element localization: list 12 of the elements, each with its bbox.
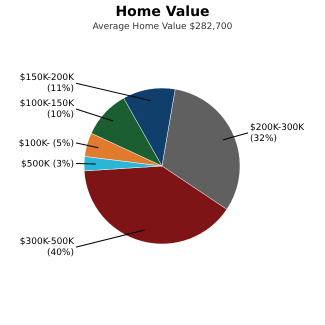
slice-label: $300K-500K	[20, 237, 76, 248]
slice-label: $200K-300K	[250, 122, 306, 133]
data-label: (40%)	[46, 248, 74, 258]
data-label: (10%)	[46, 110, 74, 120]
slice-label: $500K (3%)	[21, 159, 74, 170]
slice-label: $100K-150K	[20, 99, 76, 110]
slice-label: $150K-200K	[20, 73, 76, 84]
chart-title: Home Value	[115, 4, 210, 20]
data-label: (32%)	[250, 134, 278, 144]
chart-subtitle: Average Home Value $282,700	[92, 22, 233, 32]
data-label: (11%)	[46, 84, 74, 94]
slice-label: $100K- (5%)	[18, 138, 74, 149]
